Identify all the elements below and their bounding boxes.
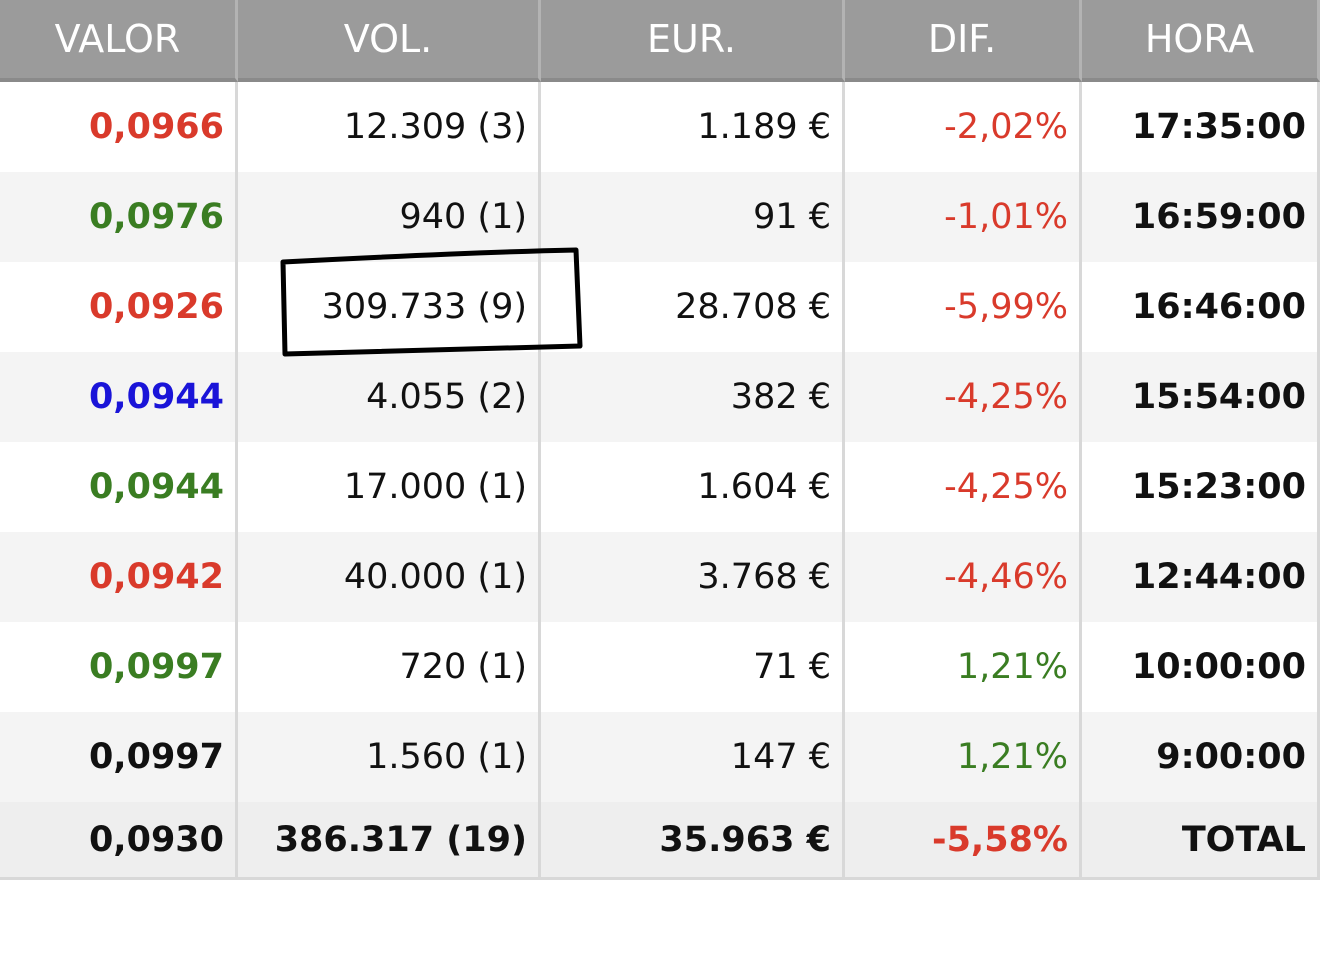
dif-cell: -4,46% [845, 532, 1082, 622]
valor-cell: 0,0997 [0, 712, 238, 802]
column-header: VALOR [0, 0, 238, 82]
column-header: HORA [1082, 0, 1320, 82]
hora-cell: 9:00:00 [1082, 712, 1320, 802]
total-dif: -5,58% [845, 802, 1082, 880]
column-header: DIF. [845, 0, 1082, 82]
dif-cell: -4,25% [845, 352, 1082, 442]
dif-cell: 1,21% [845, 712, 1082, 802]
dif-cell: -4,25% [845, 442, 1082, 532]
valor-cell: 0,0944 [0, 442, 238, 532]
eur-cell: 1.604 € [541, 442, 845, 532]
eur-cell: 28.708 € [541, 262, 845, 352]
vol-cell: 17.000 (1) [238, 442, 541, 532]
eur-cell: 1.189 € [541, 82, 845, 172]
total-vol: 386.317 (19) [238, 802, 541, 880]
hora-cell: 10:00:00 [1082, 622, 1320, 712]
hora-cell: 15:54:00 [1082, 352, 1320, 442]
dif-cell: -2,02% [845, 82, 1082, 172]
valor-cell: 0,0966 [0, 82, 238, 172]
valor-cell: 0,0942 [0, 532, 238, 622]
vol-cell: 12.309 (3) [238, 82, 541, 172]
eur-cell: 91 € [541, 172, 845, 262]
hora-cell: 16:46:00 [1082, 262, 1320, 352]
column-header: EUR. [541, 0, 845, 82]
vol-cell: 309.733 (9) [238, 262, 541, 352]
dif-cell: -1,01% [845, 172, 1082, 262]
column-header: VOL. [238, 0, 541, 82]
hora-cell: 16:59:00 [1082, 172, 1320, 262]
eur-cell: 71 € [541, 622, 845, 712]
vol-cell: 720 (1) [238, 622, 541, 712]
eur-cell: 382 € [541, 352, 845, 442]
vol-cell: 4.055 (2) [238, 352, 541, 442]
eur-cell: 147 € [541, 712, 845, 802]
hora-cell: 17:35:00 [1082, 82, 1320, 172]
total-hora: TOTAL [1082, 802, 1320, 880]
vol-cell: 1.560 (1) [238, 712, 541, 802]
hora-cell: 15:23:00 [1082, 442, 1320, 532]
valor-cell: 0,0944 [0, 352, 238, 442]
valor-cell: 0,0976 [0, 172, 238, 262]
dif-cell: -5,99% [845, 262, 1082, 352]
total-valor: 0,0930 [0, 802, 238, 880]
valor-cell: 0,0997 [0, 622, 238, 712]
vol-cell: 940 (1) [238, 172, 541, 262]
eur-cell: 3.768 € [541, 532, 845, 622]
hora-cell: 12:44:00 [1082, 532, 1320, 622]
dif-cell: 1,21% [845, 622, 1082, 712]
valor-cell: 0,0926 [0, 262, 238, 352]
vol-cell: 40.000 (1) [238, 532, 541, 622]
total-eur: 35.963 € [541, 802, 845, 880]
